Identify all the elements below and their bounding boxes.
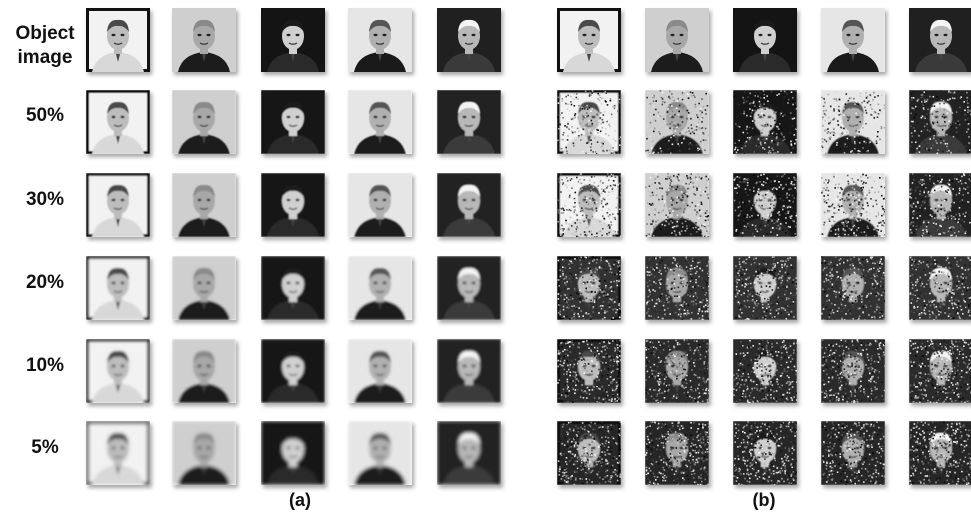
reconstruction-a-row3-col2 (261, 256, 325, 320)
reconstruction-b-row0-col3 (821, 8, 885, 72)
panel-label-b: (b) (752, 490, 776, 510)
reconstruction-b-row1-col3 (821, 90, 885, 154)
reconstruction-b-row2-col3 (821, 173, 885, 237)
reconstruction-b-row1-col4 (909, 90, 971, 154)
reconstruction-b-row0-col2 (733, 8, 797, 72)
reconstruction-b-row3-col0 (557, 256, 621, 320)
reconstruction-a-row2-col2 (261, 173, 325, 237)
row-label-20: 20% (25, 272, 65, 293)
reconstruction-a-row2-col1 (172, 173, 236, 237)
reconstruction-a-row5-col2 (261, 421, 325, 485)
reconstruction-b-row5-col4 (909, 421, 971, 485)
reconstruction-a-row1-col3 (348, 90, 412, 154)
reconstruction-b-row5-col2 (733, 421, 797, 485)
reconstruction-a-row4-col4 (437, 339, 501, 403)
reconstruction-a-row3-col3 (348, 256, 412, 320)
reconstruction-a-row5-col1 (172, 421, 236, 485)
reconstruction-b-row2-col2 (733, 173, 797, 237)
reconstruction-b-row3-col4 (909, 256, 971, 320)
reconstruction-a-row0-col1 (172, 8, 236, 72)
reconstruction-b-row1-col2 (733, 90, 797, 154)
row-label-object-line2: image (17, 47, 73, 68)
reconstruction-a-row5-col4 (437, 421, 501, 485)
row-label-object-line1: Object (15, 23, 75, 44)
reconstruction-b-row2-col1 (645, 173, 709, 237)
reconstruction-b-row5-col0 (557, 421, 621, 485)
reconstruction-b-row5-col1 (645, 421, 709, 485)
reconstruction-b-row0-col4 (909, 8, 971, 72)
reconstruction-a-row4-col0 (86, 339, 150, 403)
reconstruction-b-row4-col3 (821, 339, 885, 403)
reconstruction-b-row4-col0 (557, 339, 621, 403)
reconstruction-a-row1-col0 (86, 90, 150, 154)
reconstruction-a-row5-col3 (348, 421, 412, 485)
reconstruction-a-row1-col4 (437, 90, 501, 154)
reconstruction-b-row1-col0 (557, 90, 621, 154)
reconstruction-a-row1-col1 (172, 90, 236, 154)
reconstruction-b-row0-col1 (645, 8, 709, 72)
reconstruction-a-row4-col1 (172, 339, 236, 403)
reconstruction-b-row4-col1 (645, 339, 709, 403)
reconstruction-b-row5-col3 (821, 421, 885, 485)
row-label-30: 30% (25, 189, 65, 210)
reconstruction-a-row3-col4 (437, 256, 501, 320)
reconstruction-a-row2-col4 (437, 173, 501, 237)
reconstruction-b-row3-col2 (733, 256, 797, 320)
reconstruction-a-row0-col2 (261, 8, 325, 72)
reconstruction-b-row0-col0 (557, 8, 621, 72)
reconstruction-a-row2-col3 (348, 173, 412, 237)
reconstruction-b-row1-col1 (645, 90, 709, 154)
reconstruction-b-row3-col3 (821, 256, 885, 320)
reconstruction-a-row4-col3 (348, 339, 412, 403)
reconstruction-b-row2-col4 (909, 173, 971, 237)
reconstruction-a-row1-col2 (261, 90, 325, 154)
panel-label-a: (a) (289, 490, 311, 510)
reconstruction-a-row5-col0 (86, 421, 150, 485)
reconstruction-a-row2-col0 (86, 173, 150, 237)
reconstruction-b-row4-col2 (733, 339, 797, 403)
reconstruction-a-row0-col0 (86, 8, 150, 72)
row-label-object: Object image (0, 22, 90, 70)
row-label-10: 10% (25, 355, 65, 376)
reconstruction-b-row4-col4 (909, 339, 971, 403)
reconstruction-a-row0-col4 (437, 8, 501, 72)
reconstruction-b-row3-col1 (645, 256, 709, 320)
reconstruction-a-row3-col1 (172, 256, 236, 320)
row-label-50: 50% (25, 105, 65, 126)
reconstruction-a-row3-col0 (86, 256, 150, 320)
reconstruction-b-row2-col0 (557, 173, 621, 237)
row-label-5: 5% (31, 437, 59, 458)
reconstruction-a-row4-col2 (261, 339, 325, 403)
reconstruction-a-row0-col3 (348, 8, 412, 72)
